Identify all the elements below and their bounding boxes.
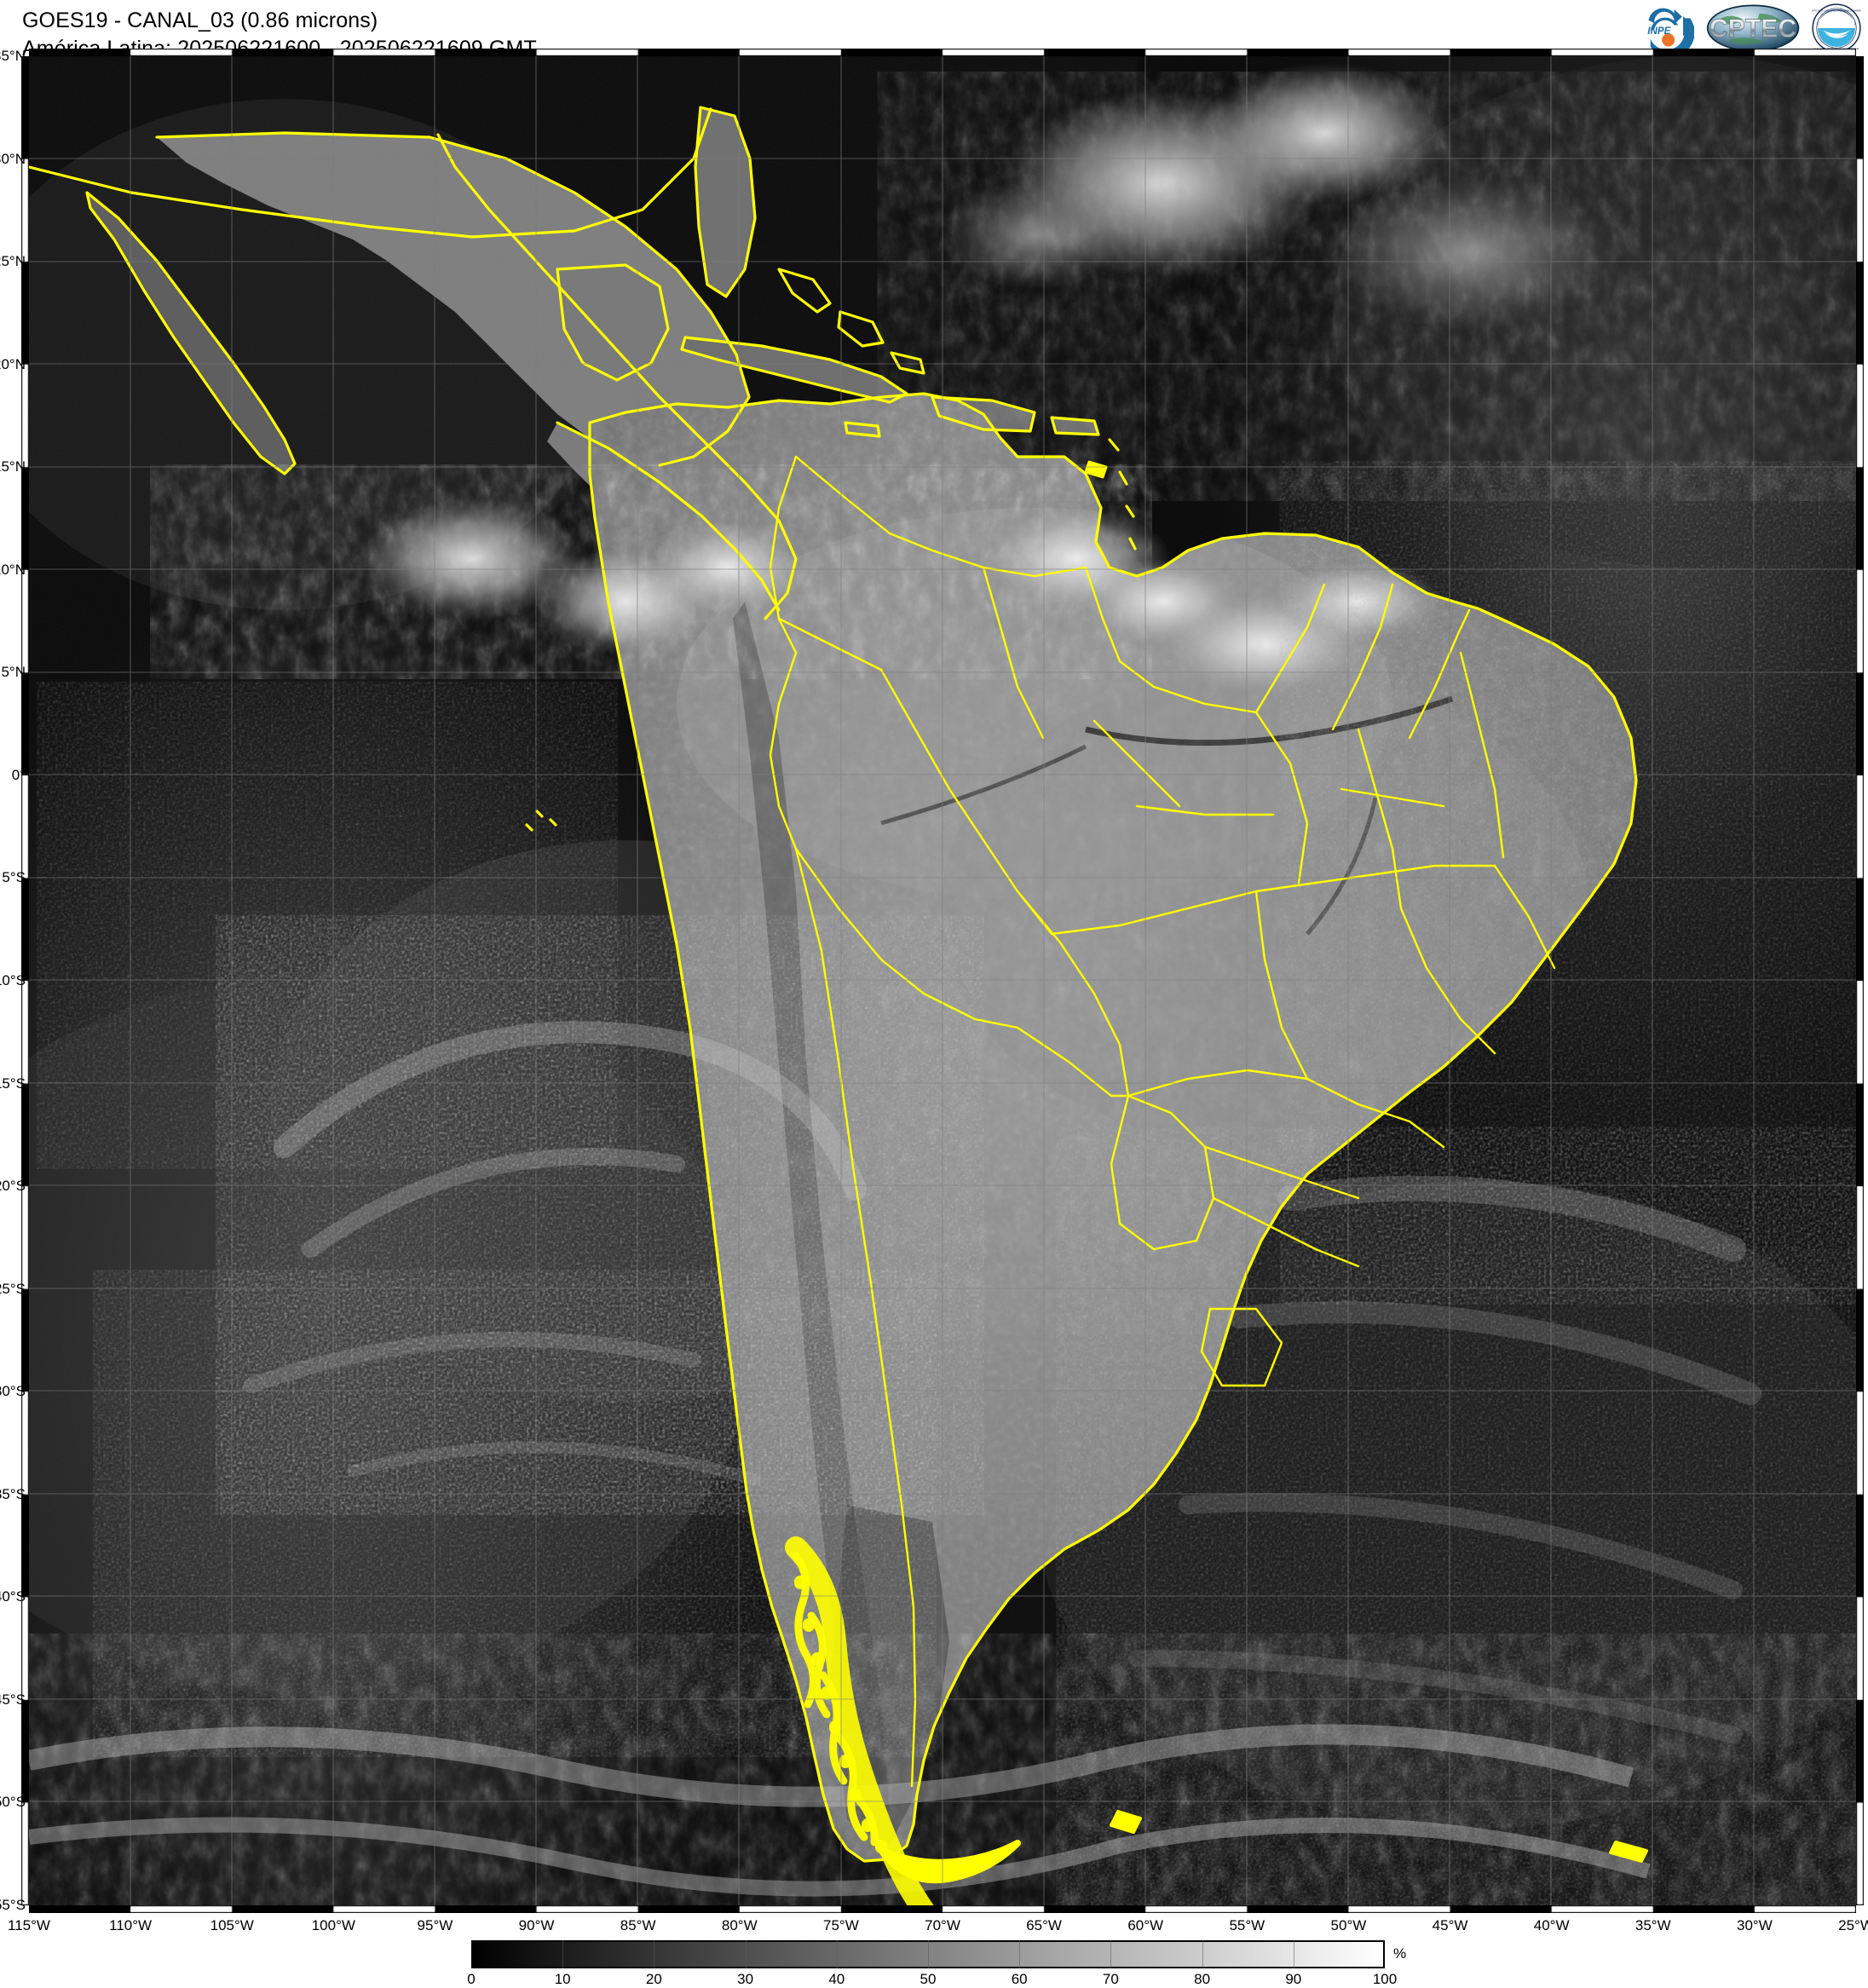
latitude-tick-label: 30°N (0, 150, 26, 167)
svg-text:U.S. DEPARTMENT OF COMMERCE: U.S. DEPARTMENT OF COMMERCE (1814, 47, 1859, 50)
latitude-tick-label: 50°S (0, 1794, 26, 1811)
svg-text:CPTEC: CPTEC (1709, 14, 1796, 43)
colorbar-tick (1019, 1940, 1021, 1968)
longitude-tick-label: 40°W (1533, 1917, 1570, 1933)
noaa-logo: NOAA NATIONAL OCEANIC AND ATMOSPHERIC U.… (1812, 3, 1861, 53)
latitude-tick-label: 5°S (2, 869, 26, 886)
colorbar-tick-label: 20 (645, 1971, 662, 1987)
longitude-tick-label: 25°W (1838, 1917, 1868, 1933)
colorbar-tick (928, 1940, 929, 1968)
latitude-tick-label: 40°S (0, 1588, 26, 1605)
title-block: GOES19 - CANAL_03 (0.86 microns) América… (22, 7, 537, 62)
colorbar-tick-label: 100 (1372, 1971, 1398, 1987)
axis-frame-right (1856, 56, 1864, 1905)
latitude-tick-label: 0° (11, 766, 26, 783)
satellite-channel-title: GOES19 - CANAL_03 (0.86 microns) (22, 9, 378, 32)
colorbar-tick (1202, 1940, 1203, 1968)
colorbar-tick-label: 90 (1285, 1971, 1302, 1987)
logo-row: INPE CPTEC (1640, 2, 1861, 55)
latitude-tick-label: 20°S (0, 1178, 26, 1195)
longitude-tick-label: 60°W (1127, 1917, 1164, 1933)
longitude-tick-label: 90°W (518, 1917, 555, 1933)
svg-text:NOAA: NOAA (1823, 19, 1849, 28)
colorbar-tick-label: 60 (1011, 1971, 1028, 1987)
svg-text:NATIONAL OCEANIC AND ATMOSPHER: NATIONAL OCEANIC AND ATMOSPHERIC (1812, 9, 1861, 12)
colorbar-tick (836, 1940, 838, 1968)
longitude-tick-label: 35°W (1634, 1917, 1671, 1933)
satellite-image (29, 56, 1856, 1905)
latitude-tick-label: 15°S (0, 1075, 26, 1092)
latitude-tick-label: 30°S (0, 1383, 26, 1400)
latitude-tick-label: 20°N (0, 355, 26, 372)
longitude-tick-label: 50°W (1330, 1917, 1367, 1933)
latitude-tick-label: 25°N (0, 253, 26, 270)
latitude-tick-label: 15°N (0, 458, 26, 475)
header-bar: GOES19 - CANAL_03 (0.86 microns) América… (0, 0, 1868, 61)
latitude-tick-label: 5°N (1, 664, 26, 681)
latitude-tick-label: 25°S (0, 1280, 26, 1297)
longitude-tick-label: 105°W (210, 1917, 254, 1933)
satellite-plot (21, 49, 1864, 1913)
longitude-tick-label: 65°W (1026, 1917, 1062, 1933)
colorbar-tick-label: 30 (737, 1971, 754, 1987)
colorbar-tick-label: 40 (828, 1971, 845, 1987)
axis-frame-bottom (29, 1905, 1856, 1913)
longitude-tick-label: 55°W (1229, 1917, 1266, 1933)
colorbar: % 0 10 20 30 40 50 60 70 80 90 100 (467, 1940, 1406, 1987)
svg-text:INPE: INPE (1647, 26, 1671, 37)
colorbar-tick-label: 50 (920, 1971, 937, 1987)
cptec-logo: CPTEC (1706, 4, 1800, 52)
latitude-tick-label: 10°S (0, 972, 26, 988)
longitude-tick-label: 75°W (822, 1917, 859, 1933)
longitude-tick-label: 100°W (311, 1917, 355, 1933)
colorbar-tick (1110, 1940, 1112, 1968)
latitude-tick-label: 55°S (0, 1897, 26, 1913)
longitude-tick-label: 85°W (620, 1917, 656, 1933)
latitude-tick-label: 35°N (0, 48, 26, 64)
longitude-tick-label: 110°W (109, 1917, 153, 1933)
colorbar-tick-label: 0 (467, 1971, 476, 1987)
longitude-tick-label: 30°W (1736, 1917, 1773, 1933)
colorbar-unit-label: % (1393, 1945, 1407, 1962)
latitude-tick-label: 10°N (0, 561, 26, 578)
colorbar-tick-label: 80 (1194, 1971, 1211, 1987)
colorbar-tick-label: 10 (554, 1971, 571, 1987)
longitude-tick-label: 80°W (721, 1917, 758, 1933)
imagery-canvas (29, 56, 1856, 1905)
latitude-tick-label: 45°S (0, 1691, 26, 1708)
longitude-tick-label: 95°W (417, 1917, 453, 1933)
longitude-tick-label: 115°W (8, 1917, 50, 1933)
colorbar-tick (562, 1940, 564, 1968)
colorbar-tick (745, 1940, 747, 1968)
inpe-logo: INPE (1647, 8, 1694, 53)
longitude-tick-label: 45°W (1432, 1917, 1468, 1933)
colorbar-tick-label: 70 (1102, 1971, 1119, 1987)
longitude-tick-label: 70°W (925, 1917, 960, 1933)
latitude-tick-label: 35°S (0, 1485, 26, 1502)
